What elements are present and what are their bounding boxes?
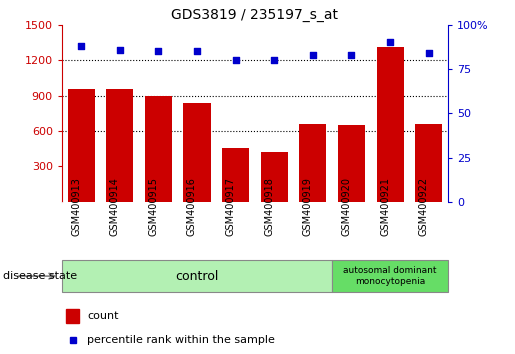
Point [386,40,394,45]
Bar [106,88,133,202]
Bar [415,124,442,202]
Point [424,50,433,56]
Text: disease state: disease state [3,271,77,281]
Text: GSM400913: GSM400913 [71,177,81,236]
Text: percentile rank within the sample: percentile rank within the sample [87,335,275,344]
Bar [62,260,332,292]
Text: GSM400914: GSM400914 [110,177,119,236]
Text: count: count [87,311,118,321]
Text: GSM400920: GSM400920 [341,177,351,236]
Text: GSM400917: GSM400917 [226,177,236,236]
Point [270,57,278,63]
Bar [183,103,211,202]
Text: GSM400921: GSM400921 [380,177,390,236]
Point [193,48,201,54]
Bar [65,309,79,323]
Bar [338,125,365,202]
Text: GSM400915: GSM400915 [148,177,159,236]
Point [115,47,124,52]
Point [347,52,355,58]
Point [154,48,163,54]
Bar [261,152,288,202]
Text: GSM400922: GSM400922 [419,177,428,236]
Bar [222,148,249,202]
Text: autosomal dominant
monocytopenia: autosomal dominant monocytopenia [344,267,437,286]
Bar [299,124,327,202]
Text: GSM400919: GSM400919 [303,177,313,236]
Bar [332,260,448,292]
Point [232,57,240,63]
Bar [145,96,172,202]
Bar [67,88,95,202]
Title: GDS3819 / 235197_s_at: GDS3819 / 235197_s_at [171,8,338,22]
Point [77,43,85,49]
Point [309,52,317,58]
Text: GSM400916: GSM400916 [187,177,197,236]
Bar [376,47,404,202]
Text: control: control [175,270,219,282]
Text: GSM400918: GSM400918 [264,177,274,236]
